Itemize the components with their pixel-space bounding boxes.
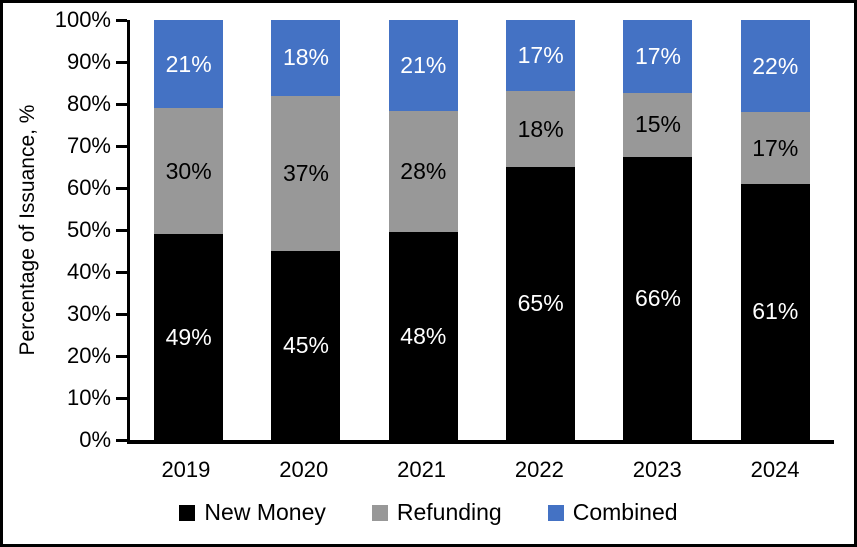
plot-area: 21% 30% 49% 18% 37% 45% 21% 28% 48% 17% 18% 65% 17% 1… — [127, 20, 834, 444]
y-axis-tick-label: 100% — [54, 7, 111, 32]
stacked-bar-2024: 22% 17% 61% — [740, 20, 810, 440]
y-axis-tick-mark — [116, 313, 127, 316]
data-label: 45% — [282, 331, 329, 358]
y-axis-tick-mark — [116, 229, 127, 232]
segment-refunding: 30% — [154, 108, 224, 235]
legend-label: Refunding — [396, 499, 502, 525]
segment-refunding: 18% — [506, 91, 576, 167]
segment-combined: 22% — [740, 20, 810, 113]
y-axis-tick-mark — [116, 61, 127, 64]
y-axis-tick-label: 30% — [66, 301, 111, 326]
data-label: 15% — [634, 111, 681, 138]
y-axis-tick-label: 70% — [66, 133, 111, 158]
y-axis-tick-mark — [116, 19, 127, 22]
bar-group-2021: 21% 28% 48% — [365, 20, 482, 440]
segment-refunding: 17% — [740, 112, 810, 184]
y-axis-tick-label: 10% — [66, 385, 111, 410]
data-label: 22% — [752, 52, 799, 79]
y-axis-tick-mark — [116, 397, 127, 400]
segment-new-money: 49% — [154, 234, 224, 440]
data-label: 18% — [517, 115, 564, 142]
data-label: 17% — [752, 134, 799, 161]
segment-combined: 17% — [623, 20, 693, 93]
segment-new-money: 61% — [740, 183, 810, 440]
x-axis-label-2024: 2024 — [750, 457, 800, 482]
x-axis-label-2019: 2019 — [161, 457, 211, 482]
legend-label: Combined — [572, 499, 678, 525]
segment-refunding: 28% — [388, 110, 458, 233]
y-axis-tick-mark — [116, 103, 127, 106]
x-axis-label-2020: 2020 — [279, 457, 329, 482]
legend-item-combined: Combined — [547, 499, 678, 526]
data-label: 18% — [282, 44, 329, 71]
stacked-bar-2020: 18% 37% 45% — [271, 20, 341, 440]
y-axis-tick-label: 80% — [66, 91, 111, 116]
data-label: 48% — [400, 322, 447, 349]
y-axis-tick-mark — [116, 355, 127, 358]
segment-combined: 18% — [271, 20, 341, 96]
bar-group-2020: 18% 37% 45% — [247, 20, 364, 440]
y-axis-tick-mark — [116, 187, 127, 190]
bar-group-2022: 17% 18% 65% — [482, 20, 599, 440]
y-axis-tick-label: 0% — [79, 427, 111, 452]
data-label: 49% — [165, 323, 212, 350]
segment-new-money: 45% — [271, 250, 341, 440]
x-axis-label-2023: 2023 — [632, 457, 682, 482]
segment-refunding: 15% — [623, 92, 693, 158]
legend-item-new-money: New Money — [179, 499, 326, 526]
data-label: 37% — [282, 159, 329, 186]
stacked-bar-2023: 17% 15% 66% — [623, 20, 693, 440]
legend: New Money Refunding Combined — [3, 499, 854, 526]
data-label: 17% — [517, 42, 564, 69]
y-axis-tick-label: 20% — [66, 343, 111, 368]
legend-swatch-icon — [179, 504, 196, 521]
legend-label: New Money — [204, 499, 326, 525]
stacked-bar-2021: 21% 28% 48% — [388, 20, 458, 440]
data-label: 21% — [165, 50, 212, 77]
x-axis-label-2022: 2022 — [514, 457, 564, 482]
bars: 21% 30% 49% 18% 37% 45% 21% 28% 48% 17% 18% 65% 17% 1… — [130, 20, 834, 440]
bar-group-2023: 17% 15% 66% — [599, 20, 716, 440]
y-axis-tick-mark — [116, 145, 127, 148]
data-label: 66% — [634, 285, 681, 312]
x-axis-labels: 2019 2020 2021 2022 2023 2024 — [127, 457, 834, 483]
segment-new-money: 48% — [388, 232, 458, 440]
segment-new-money: 65% — [506, 166, 576, 440]
legend-swatch-icon — [371, 504, 388, 521]
data-label: 30% — [165, 157, 212, 184]
y-axis-tick-mark — [116, 439, 127, 442]
data-label: 28% — [400, 158, 447, 185]
data-label: 21% — [400, 51, 447, 78]
y-axis-tick-label: 40% — [66, 259, 111, 284]
segment-combined: 21% — [154, 20, 224, 109]
segment-combined: 17% — [506, 20, 576, 92]
x-axis-label-2021: 2021 — [397, 457, 447, 482]
data-label: 65% — [517, 289, 564, 316]
y-axis-tick-label: 50% — [66, 217, 111, 242]
y-axis-tick-label: 90% — [66, 49, 111, 74]
legend-item-refunding: Refunding — [371, 499, 502, 526]
segment-combined: 21% — [388, 20, 458, 111]
y-axis-tick-label: 60% — [66, 175, 111, 200]
bar-group-2024: 22% 17% 61% — [717, 20, 834, 440]
legend-swatch-icon — [547, 504, 564, 521]
segment-refunding: 37% — [271, 95, 341, 251]
stacked-bar-2019: 21% 30% 49% — [154, 20, 224, 440]
data-label: 61% — [752, 298, 799, 325]
y-axis-tick-mark — [116, 271, 127, 274]
segment-new-money: 66% — [623, 157, 693, 440]
stacked-bar-2022: 17% 18% 65% — [506, 20, 576, 440]
bar-group-2019: 21% 30% 49% — [130, 20, 247, 440]
data-label: 17% — [634, 42, 681, 69]
